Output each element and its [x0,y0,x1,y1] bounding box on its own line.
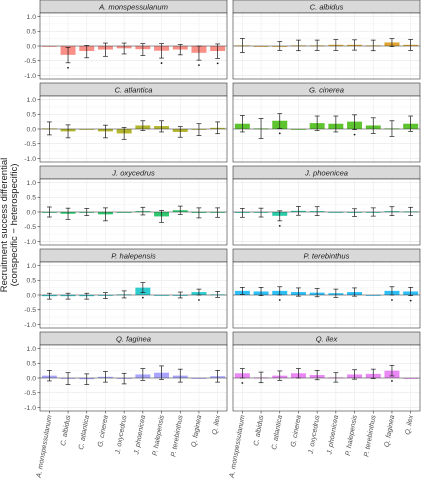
y-tick-label: 0.0 [27,292,37,299]
x-tick-label: C. albidus [253,414,265,446]
x-tick-label: G. cinerea [97,415,110,448]
y-tick-label: 0.5 [27,29,37,36]
x-tick-label: J. phoenicea [326,415,340,456]
significance-marker [278,132,281,135]
x-tick-label: J. phoenicea [133,415,147,456]
x-tick-label: A. monspessulanum [36,414,54,479]
facet-strip-label: Q. ilex [316,335,339,344]
x-axis-labels: A. monspessulanum C. albidus C. atlantica G… [36,411,415,479]
x-tick-label: G. cinerea [290,415,303,448]
x-tick-label: A. monspessulanum [229,414,247,479]
facet-panel: G. cinerea [232,82,421,163]
y-tick-label: -1.0 [24,73,36,80]
x-tick-label: C. atlantica [78,415,91,451]
facet-strip-label: A. monspessulanum [98,3,168,12]
facet-panel: C. albidus [232,0,421,80]
bar [79,129,95,130]
significance-marker [278,224,281,227]
significance-marker [391,299,393,301]
bar [253,46,269,47]
facet-panel: Q. ilex [232,331,421,412]
x-tick-label: Q. ilex [405,414,415,435]
y-tick-label: 1.0 [27,346,37,353]
y-tick-label: -0.5 [24,224,36,231]
y-axis-label-line1: Recruitment success differential [0,158,10,292]
y-axis-label-line2: (conspecific − heterospecific) [9,164,20,287]
y-tick-label: -1.0 [24,322,36,329]
y-tick-label: 1.0 [27,180,37,187]
significance-marker [353,133,356,136]
y-tick-label: 0.0 [27,375,37,382]
y-tick-label: 1.0 [27,97,37,104]
significance-marker [160,62,163,64]
panel-border [232,12,421,80]
facet-strip-label: C. atlantica [115,86,153,95]
x-tick-label: J. oxycedrus [308,414,322,455]
bar [403,378,419,379]
y-tick-label: 0.5 [27,278,37,285]
significance-marker [216,62,219,65]
x-tick-label: P. halepensis [152,414,166,456]
x-tick-label: P. terebinthus [363,414,377,457]
x-tick-label: C. albidus [60,414,72,446]
facet-strip-label: J. phoenicea [304,169,348,178]
facet-strip-label: J. oxycedrus [111,169,155,178]
significance-marker [409,299,412,302]
y-tick-label: 1.0 [27,14,37,21]
facet-panel: P. terebinthus [232,248,421,329]
x-tick-label: P. halepensis [345,414,359,456]
bar [116,212,132,213]
significance-marker [67,66,69,69]
y-tick-label: 0.0 [27,43,37,50]
bar [328,212,344,213]
y-tick-label: -1.0 [24,156,36,163]
panel-border [232,344,421,412]
significance-marker [391,380,393,382]
facet-panels: A. monspessulanum 1.0 0.5 0.0 -0.5 -1.0 C. alb… [24,0,421,412]
panel-border [232,261,421,329]
bar [191,378,207,379]
facet-panel: A. monspessulanum 1.0 0.5 0.0 -0.5 -1.0 [24,0,228,80]
y-tick-label: -0.5 [24,390,36,397]
y-tick-label: 0.5 [27,361,37,368]
facet-panel: C. atlantica 1.0 0.5 0.0 -0.5 -1.0 [24,82,228,163]
panel-border [232,95,421,163]
y-tick-label: -0.5 [24,58,36,65]
x-tick-label: J. oxycedrus [115,414,129,455]
facet-strip-label: C. albidus [310,3,344,12]
y-tick-label: -1.0 [24,405,36,412]
facet-strip-label: Q. faginea [116,335,151,344]
bar [154,295,170,296]
bar [41,46,57,47]
y-tick-label: -0.5 [24,307,36,314]
panel-border [232,178,421,246]
significance-marker [241,382,244,384]
x-tick-label: Q. faginea [384,415,397,448]
x-tick-label: Q. ilex [212,414,222,435]
bar [290,129,306,130]
facet-panel: J. phoenicea [232,165,421,246]
significance-marker [141,296,144,299]
significance-marker [278,299,281,301]
x-tick-label: P. terebinthus [170,414,184,457]
y-tick-label: 0.5 [27,195,37,202]
y-tick-label: -0.5 [24,141,36,148]
facet-panel: Q. faginea 1.0 0.5 0.0 -0.5 -1.0 [24,331,228,412]
x-tick-label: C. atlantica [271,415,284,451]
bar [365,295,381,296]
facet-strip-label: P. halepensis [111,252,156,261]
y-tick-label: 1.0 [27,263,37,270]
x-tick-label: Q. faginea [191,415,204,448]
significance-marker [198,299,200,301]
facet-strip-label: P. terebinthus [304,252,350,261]
y-tick-label: 0.5 [27,112,37,119]
facet-panel: J. oxycedrus 1.0 0.5 0.0 -0.5 -1.0 [24,165,228,246]
facet-panel: P. halepensis 1.0 0.5 0.0 -0.5 -1.0 [24,248,228,329]
facet-strip-label: G. cinerea [309,86,344,95]
y-tick-label: -1.0 [24,239,36,246]
significance-marker [198,64,200,67]
y-tick-label: 0.0 [27,126,37,133]
y-tick-label: 0.0 [27,209,37,216]
